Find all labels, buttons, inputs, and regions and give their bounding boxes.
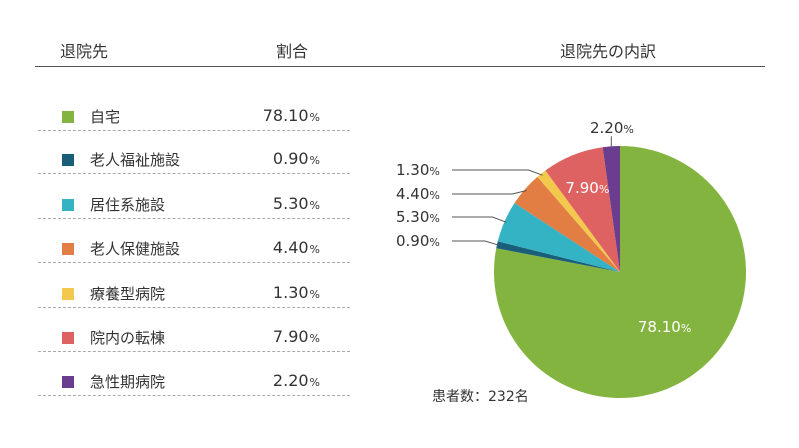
legend-swatch bbox=[62, 111, 74, 123]
pie-slice bbox=[497, 203, 620, 272]
legend-value: 2.20% bbox=[272, 371, 320, 390]
legend-swatch bbox=[62, 154, 74, 166]
header-destination: 退院先 bbox=[60, 42, 109, 61]
legend-row: 院内の転棟 7.90% bbox=[38, 327, 350, 352]
legend-label: 老人福祉施設 bbox=[90, 151, 181, 169]
header-ratio: 割合 bbox=[276, 42, 309, 61]
legend-label: 療養型病院 bbox=[90, 285, 166, 303]
patient-count: 患者数：232名 bbox=[432, 389, 529, 405]
legend-swatch bbox=[62, 332, 74, 344]
data-label: 7.90% bbox=[565, 179, 609, 197]
data-label: 5.30% bbox=[396, 208, 440, 226]
leader-line bbox=[452, 169, 543, 176]
legend-swatch bbox=[62, 288, 74, 300]
pie-slice bbox=[493, 146, 746, 398]
data-label: 4.40% bbox=[396, 185, 440, 203]
row-divider bbox=[38, 173, 350, 174]
pie-slice bbox=[496, 241, 620, 272]
legend-row: 急性期病院 2.20% bbox=[38, 371, 350, 396]
legend-row: 自宅 78.10% bbox=[38, 106, 350, 131]
row-divider bbox=[38, 307, 350, 308]
legend-value: 7.90% bbox=[272, 327, 320, 346]
legend-label: 自宅 bbox=[90, 108, 121, 126]
row-divider bbox=[38, 130, 350, 131]
leader-line bbox=[452, 190, 527, 195]
legend-value: 4.40% bbox=[272, 238, 320, 257]
header-divider bbox=[35, 66, 765, 67]
legend-row: 療養型病院 1.30% bbox=[38, 283, 350, 308]
legend-swatch bbox=[62, 376, 74, 388]
row-divider bbox=[38, 218, 350, 219]
data-label: 0.90% bbox=[396, 232, 440, 250]
data-label: 2.20% bbox=[590, 119, 634, 137]
data-label: 1.30% bbox=[396, 161, 440, 179]
legend-row: 居住系施設 5.30% bbox=[38, 194, 350, 219]
legend-value: 5.30% bbox=[272, 194, 320, 213]
row-divider bbox=[38, 262, 350, 263]
pie-slice bbox=[602, 146, 620, 272]
legend-swatch bbox=[62, 199, 74, 211]
legend-swatch bbox=[62, 243, 74, 255]
legend-value: 1.30% bbox=[272, 283, 320, 302]
leader-line bbox=[452, 216, 507, 223]
header-breakdown: 退院先の内訳 bbox=[560, 42, 657, 61]
legend-value: 0.90% bbox=[272, 149, 320, 168]
legend-row: 老人福祉施設 0.90% bbox=[38, 149, 350, 174]
leader-line bbox=[452, 240, 500, 246]
legend-row: 老人保健施設 4.40% bbox=[38, 238, 350, 263]
pie-slice bbox=[514, 176, 620, 272]
legend-label: 急性期病院 bbox=[90, 373, 166, 391]
pie-slice bbox=[537, 170, 620, 272]
legend-value: 78.10% bbox=[262, 106, 320, 125]
legend-label: 院内の転棟 bbox=[90, 329, 166, 347]
pie-slice bbox=[545, 147, 620, 272]
legend-label: 老人保健施設 bbox=[90, 240, 181, 258]
row-divider bbox=[38, 395, 350, 396]
data-label: 78.10% bbox=[638, 318, 691, 336]
row-divider bbox=[38, 351, 350, 352]
legend-label: 居住系施設 bbox=[90, 196, 166, 214]
